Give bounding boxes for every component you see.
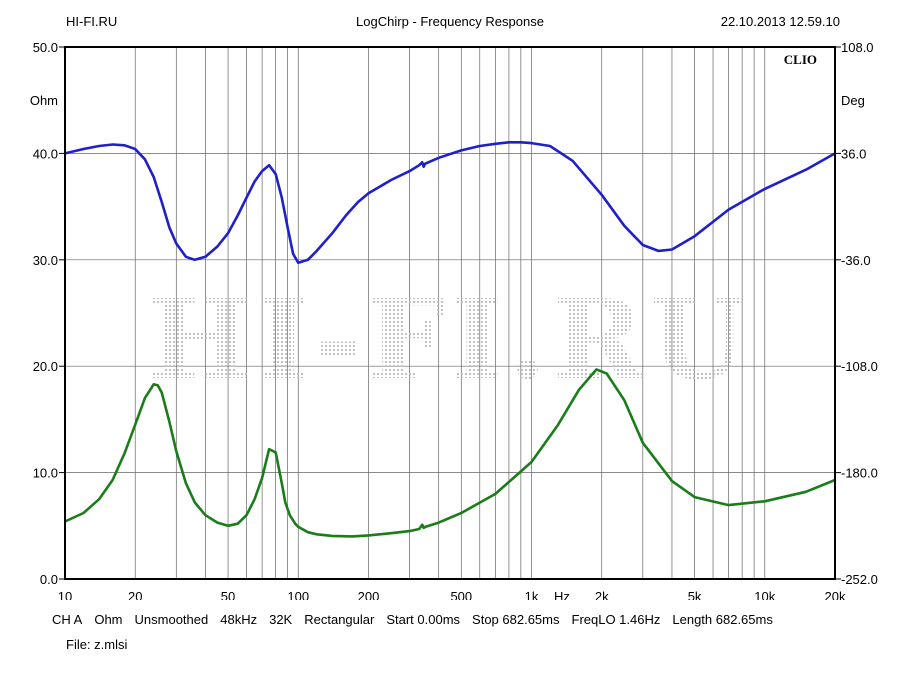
plot-frame bbox=[64, 46, 836, 580]
x-tick-label: 5k bbox=[688, 589, 702, 600]
x-tick-label: 10 bbox=[58, 589, 72, 600]
frequency-response-chart: HI-FI.RU 0.0 10.0 20.0 30.0 40.0 50.0 -252.0 -1… bbox=[30, 40, 878, 600]
x-tick-label: 200 bbox=[358, 589, 380, 600]
y-left-tick-label: 30.0 bbox=[33, 253, 58, 268]
x-tick-label: 20 bbox=[128, 589, 142, 600]
y-right-tick-label: -36.0 bbox=[841, 253, 871, 268]
y-right-tick-label: -108.0 bbox=[841, 359, 878, 374]
measurement-settings: CH A Ohm Unsmoothed 48kHz 32K Rectangular Star… bbox=[52, 612, 773, 627]
watermark-text: HI-FI.RU bbox=[148, 275, 752, 404]
setting-stop: Stop 682.65ms bbox=[472, 612, 560, 627]
y-left-tick-label: 20.0 bbox=[33, 359, 58, 374]
x-tick-label: 1k bbox=[525, 589, 539, 600]
series-2-line bbox=[64, 368, 836, 538]
setting-channel: CH A bbox=[52, 612, 83, 627]
brand-label: CLIO bbox=[784, 52, 817, 67]
axis-ticks bbox=[59, 46, 841, 580]
y-left-tick-label: 40.0 bbox=[33, 146, 58, 161]
x-tick-label: 100 bbox=[287, 589, 309, 600]
watermark: HI-FI.RU bbox=[148, 275, 752, 404]
x-tick-label: 20k bbox=[825, 589, 846, 600]
curves bbox=[64, 141, 836, 538]
setting-length: Length 682.65ms bbox=[672, 612, 773, 627]
setting-smoothing: Unsmoothed bbox=[134, 612, 209, 627]
setting-start: Start 0.00ms bbox=[386, 612, 461, 627]
x-tick-label: 500 bbox=[450, 589, 472, 600]
header-timestamp: 22.10.2013 12.59.10 bbox=[720, 14, 840, 29]
file-name: File: z.mlsi bbox=[66, 637, 128, 652]
x-tick-label: 10k bbox=[754, 589, 775, 600]
y-right-tick-label: -180.0 bbox=[841, 466, 878, 481]
x-tick-label: 2k bbox=[595, 589, 609, 600]
setting-sample-rate: 48kHz bbox=[220, 612, 258, 627]
setting-unit: Ohm bbox=[94, 612, 123, 627]
setting-size: 32K bbox=[269, 612, 293, 627]
y-right-tick-label: -252.0 bbox=[841, 572, 878, 587]
y-right-axis-label: Deg bbox=[841, 93, 865, 108]
y-left-tick-label: 50.0 bbox=[33, 40, 58, 55]
y-left-axis-label: Ohm bbox=[30, 93, 58, 108]
setting-window: Rectangular bbox=[304, 612, 375, 627]
axis-labels: 0.0 10.0 20.0 30.0 40.0 50.0 -252.0 -180.0 -108.… bbox=[30, 40, 878, 600]
y-right-tick-label: 36.0 bbox=[841, 146, 866, 161]
y-left-tick-label: 0.0 bbox=[40, 572, 58, 587]
y-left-tick-label: 10.0 bbox=[33, 466, 58, 481]
x-axis-label: Hz bbox=[554, 589, 570, 600]
y-right-tick-label: 108.0 bbox=[841, 40, 874, 55]
header-site-label: HI-FI.RU bbox=[66, 14, 118, 29]
series-1-line bbox=[64, 141, 836, 265]
setting-freq-lo: FreqLO 1.46Hz bbox=[571, 612, 661, 627]
x-tick-label: 50 bbox=[221, 589, 235, 600]
chart-title: LogChirp - Frequency Response bbox=[356, 14, 544, 29]
